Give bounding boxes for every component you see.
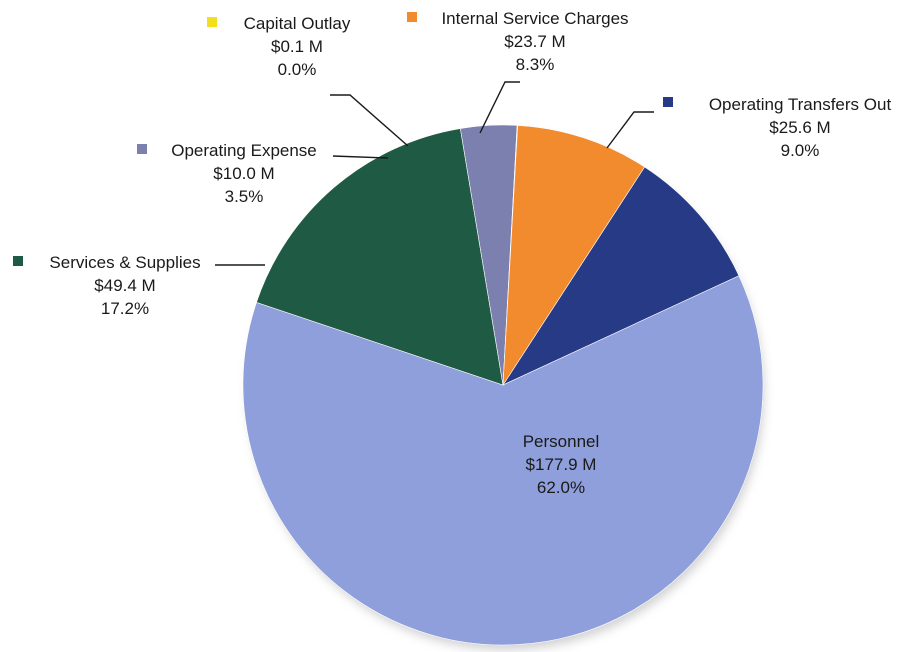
slice-label-capital-outlay-name: Capital Outlay (244, 14, 351, 33)
slice-label-operating-expense-percent: 3.5% (225, 187, 264, 206)
pie-slice-services-and-supplies (256, 128, 504, 386)
legend-marker-operating-transfers-out (663, 97, 673, 107)
slice-label-personnel-name: Personnel (523, 432, 600, 451)
slice-label-operating-transfers-out-name: Operating Transfers Out (709, 95, 892, 114)
legend-marker-services-and-supplies (13, 256, 23, 266)
slice-label-capital-outlay-value: $0.1 M (271, 37, 323, 56)
slice-label-operating-expense-name: Operating Expense (171, 141, 317, 160)
slice-label-operating-transfers-out-percent: 9.0% (781, 141, 820, 160)
slice-label-services-and-supplies-value: $49.4 M (94, 276, 155, 295)
pie-slice-personnel (242, 275, 764, 646)
slice-label-services-and-supplies-name: Services & Supplies (49, 253, 200, 272)
slice-label-operating-expense-value: $10.0 M (213, 164, 274, 183)
legend-marker-capital-outlay (207, 17, 217, 27)
slice-label-capital-outlay-percent: 0.0% (278, 60, 317, 79)
slice-labels: Operating Transfers Out $25.6 M 9.0% Person… (13, 9, 891, 497)
slice-label-personnel-value: $177.9 M (526, 455, 597, 474)
leader-line-internal-service-charges (479, 81, 520, 134)
pie-slice-operating-transfers-out (502, 166, 740, 386)
legend-marker-internal-service-charges (407, 12, 417, 22)
slice-label-personnel-percent: 62.0% (537, 478, 585, 497)
pie-slices (242, 124, 764, 646)
leader-lines (215, 81, 654, 266)
slice-label-internal-service-charges-name: Internal Service Charges (441, 9, 628, 28)
legend-marker-operating-expense (137, 144, 147, 154)
slice-label-operating-transfers-out-value: $25.6 M (769, 118, 830, 137)
pie-slice-internal-service-charges (502, 125, 646, 387)
slice-label-services-and-supplies-percent: 17.2% (101, 299, 149, 318)
leader-line-operating-expense (332, 155, 389, 159)
leader-line-capital-outlay (330, 94, 409, 147)
slice-label-internal-service-charges-value: $23.7 M (504, 32, 565, 51)
slice-label-internal-service-charges-percent: 8.3% (516, 55, 555, 74)
leader-line-operating-transfers-out (606, 111, 654, 149)
